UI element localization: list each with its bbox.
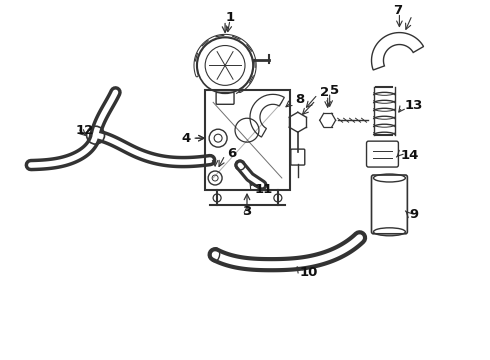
Text: 8: 8 <box>295 93 304 106</box>
Text: 6: 6 <box>227 147 236 159</box>
Text: 14: 14 <box>400 149 419 162</box>
Text: 5: 5 <box>330 84 339 97</box>
Text: 3: 3 <box>243 205 252 219</box>
Text: 9: 9 <box>409 208 418 221</box>
Text: 10: 10 <box>300 266 318 279</box>
Text: 2: 2 <box>319 86 329 99</box>
Text: 12: 12 <box>75 124 94 137</box>
Text: 4: 4 <box>181 132 190 145</box>
Text: 7: 7 <box>393 4 402 17</box>
Text: 1: 1 <box>225 11 235 24</box>
Text: 11: 11 <box>255 184 273 197</box>
Text: 13: 13 <box>404 99 423 112</box>
